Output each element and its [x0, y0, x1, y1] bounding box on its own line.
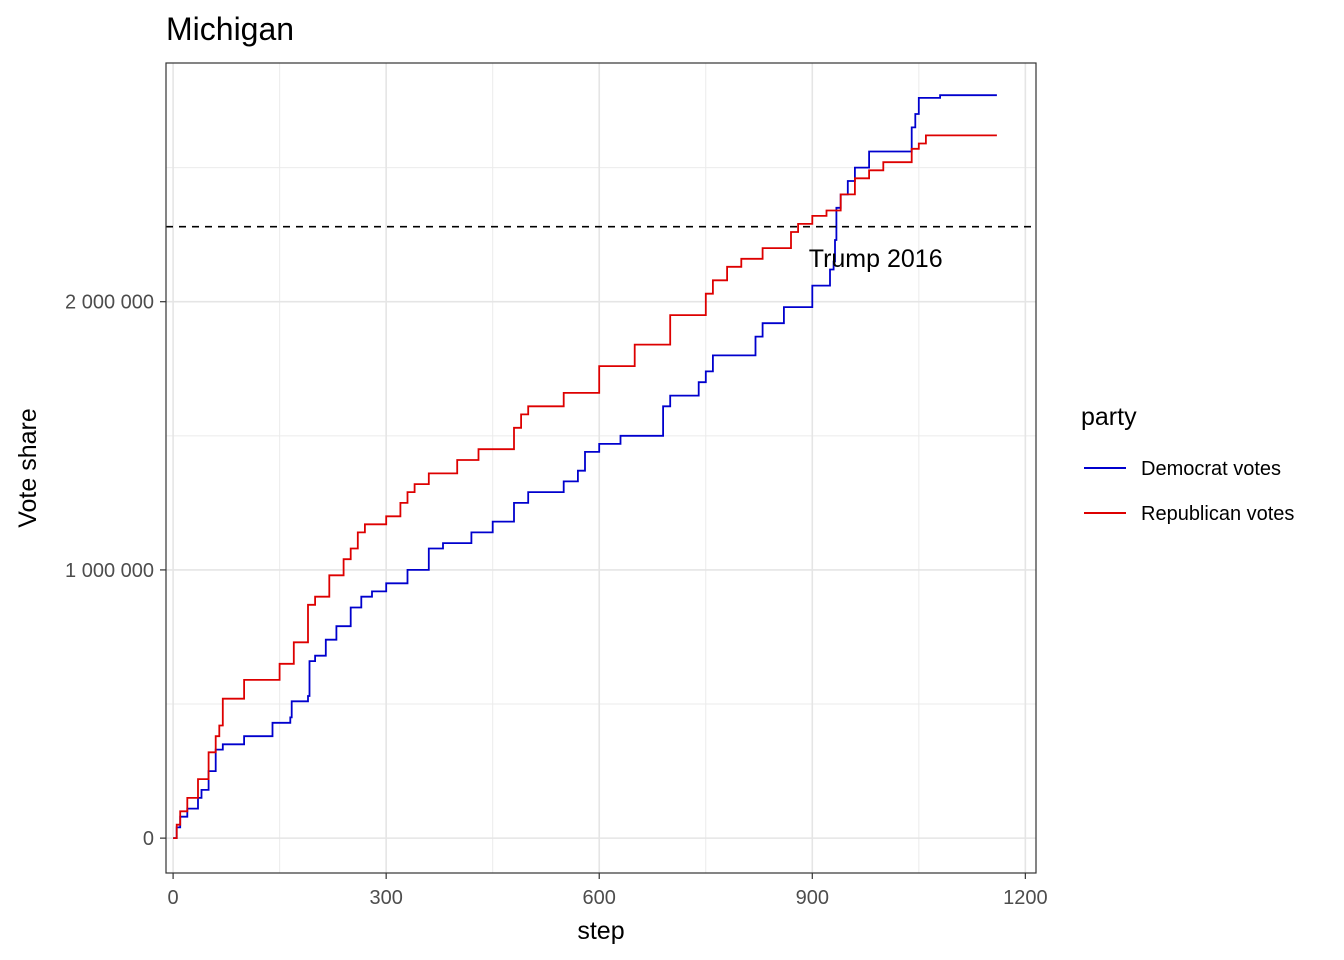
grid-lines: [166, 63, 1036, 873]
series-line-democrat-votes: [173, 94, 997, 839]
x-axis-label: step: [577, 917, 624, 945]
y-axis-label: Vote share: [14, 408, 42, 528]
y-tick-label: 2 000 000: [65, 292, 154, 314]
legend-label-democrat: Democrat votes: [1141, 458, 1281, 480]
annotation-label: Trump 2016: [809, 245, 943, 273]
x-tick-label: 0: [168, 887, 179, 909]
plot-background: [166, 63, 1036, 873]
y-axis: 0 1 000 000 2 000 000: [65, 292, 166, 850]
y-tick-label: 0: [143, 828, 154, 850]
y-tick-label: 1 000 000: [65, 560, 154, 582]
x-tick-label: 300: [369, 887, 402, 909]
x-tick-label: 1200: [1003, 887, 1048, 909]
chart-title: Michigan: [166, 11, 294, 47]
x-axis: 0 300 600 900 1200: [168, 873, 1048, 909]
series-layer: [173, 94, 997, 839]
legend-label-republican: Republican votes: [1141, 503, 1294, 525]
legend-title: party: [1081, 403, 1137, 431]
x-tick-label: 900: [796, 887, 829, 909]
plot-panel: Trump 2016: [165, 62, 1037, 874]
legend: party Democrat votes Republican votes: [1081, 403, 1294, 525]
plot-border: [165, 62, 1037, 874]
x-tick-label: 600: [583, 887, 616, 909]
series-line-republican-votes: [173, 134, 997, 839]
